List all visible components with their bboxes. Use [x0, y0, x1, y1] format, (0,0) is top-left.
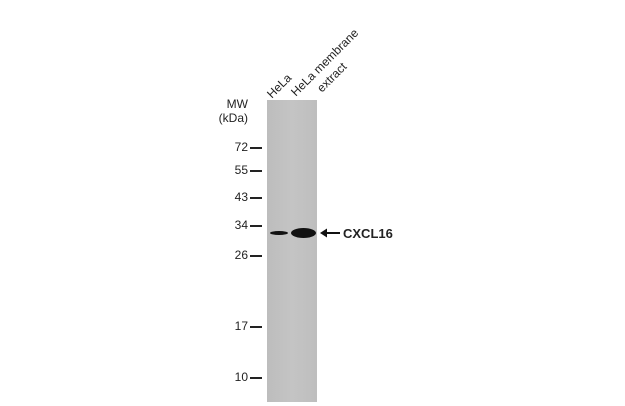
mw-header: MW (kDa)	[208, 97, 248, 125]
left-arrow-icon	[320, 228, 340, 238]
marker-tick	[250, 197, 262, 199]
marker-tick	[250, 170, 262, 172]
marker-tick	[250, 377, 262, 379]
marker-tick	[250, 255, 262, 257]
marker-tick	[250, 225, 262, 227]
marker-26: 26	[234, 248, 248, 262]
marker-55: 55	[234, 163, 248, 177]
marker-tick	[250, 147, 262, 149]
kda-label: (kDa)	[218, 111, 248, 125]
target-label: CXCL16	[343, 226, 393, 241]
marker-tick	[250, 326, 262, 328]
blot-membrane	[267, 100, 317, 402]
marker-34: 34	[234, 218, 248, 232]
marker-10: 10	[234, 370, 248, 384]
band-lane-1	[270, 231, 288, 235]
marker-43: 43	[234, 190, 248, 204]
band-lane-2	[291, 228, 316, 238]
marker-72: 72	[234, 140, 248, 154]
mw-label: MW	[226, 97, 248, 111]
marker-17: 17	[234, 319, 248, 333]
